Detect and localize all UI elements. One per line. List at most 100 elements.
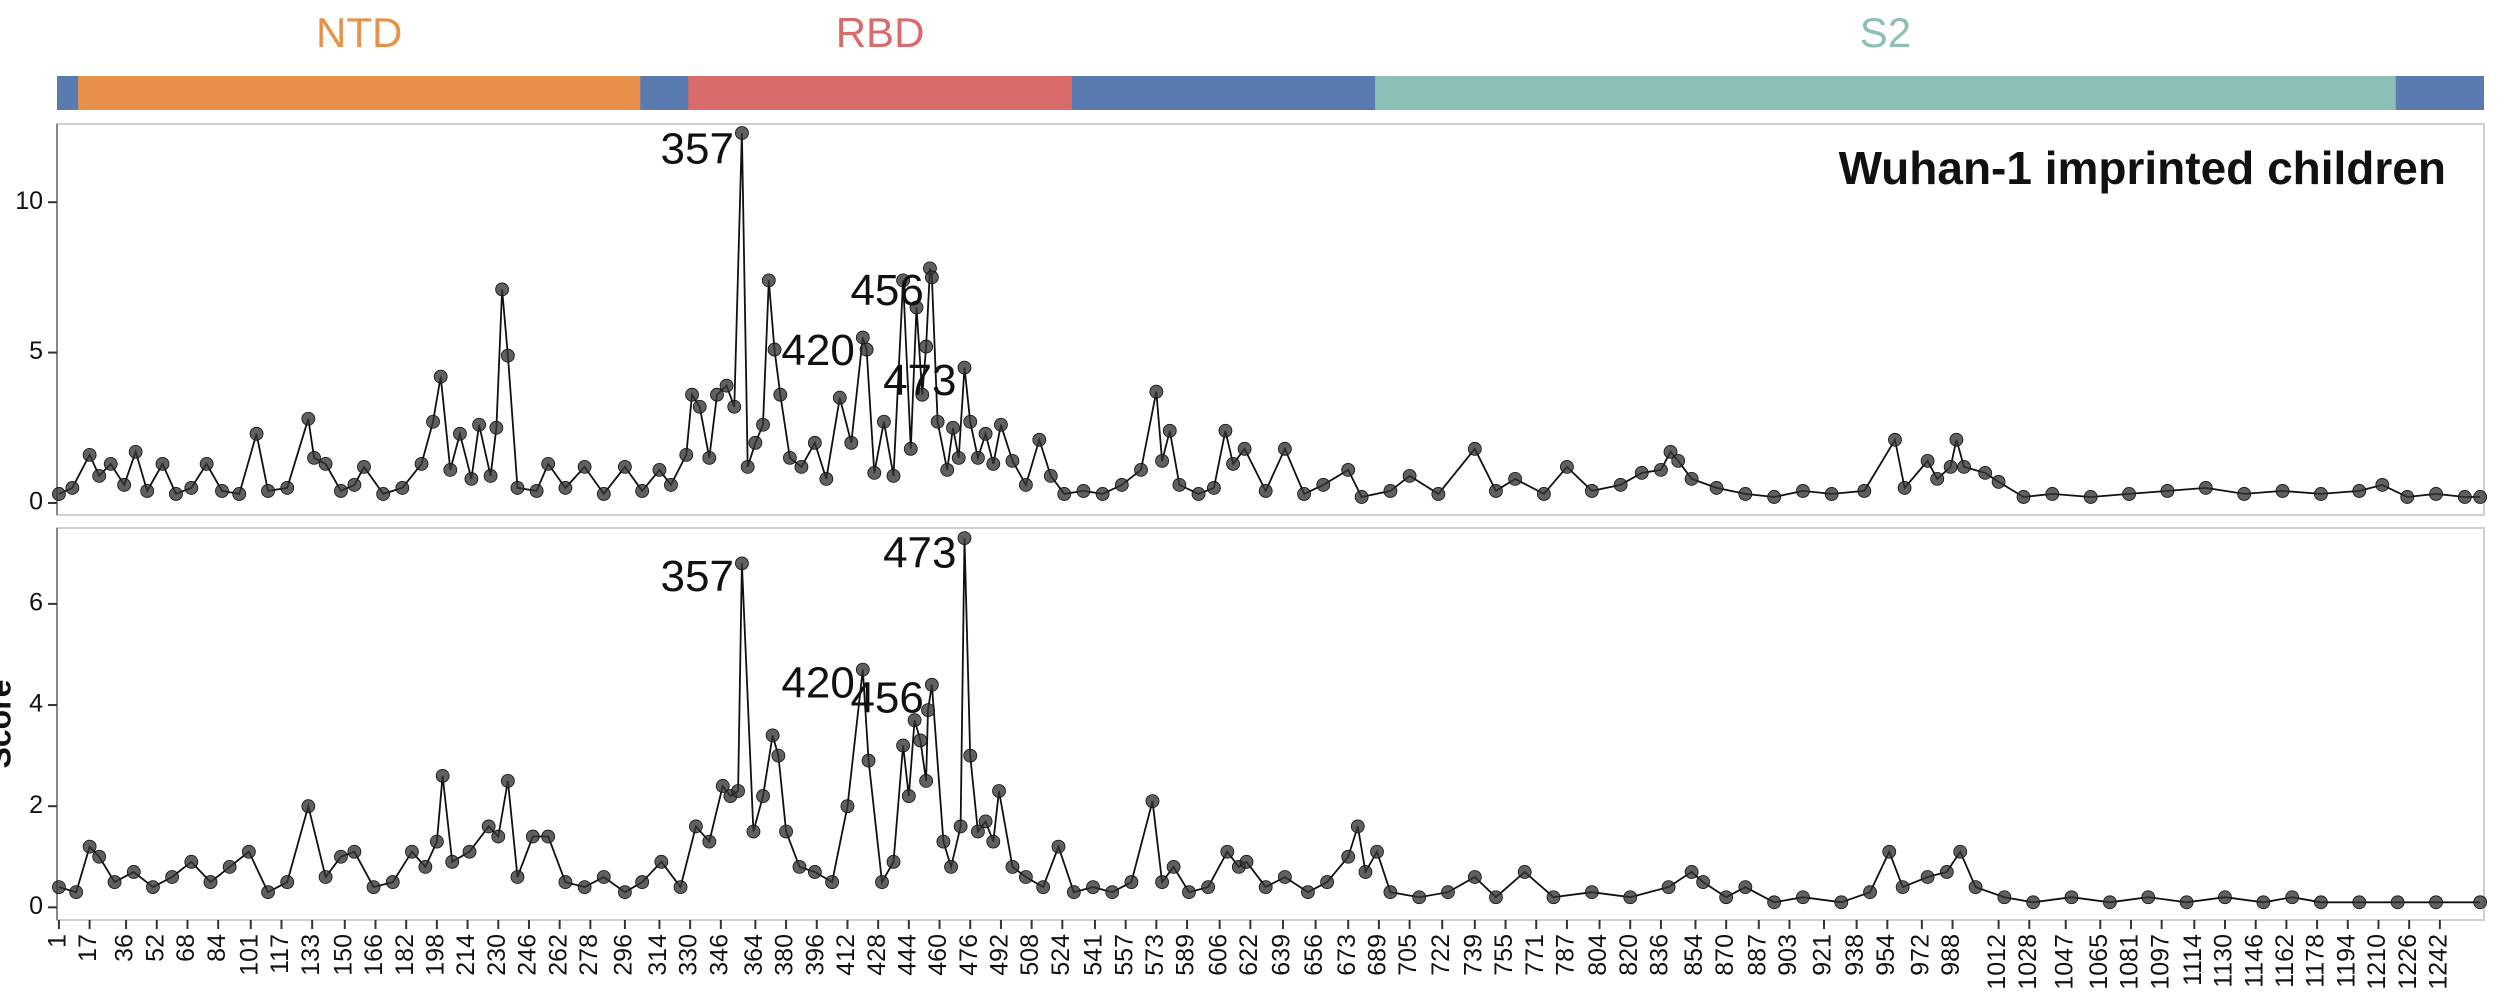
- score-point: [1341, 462, 1356, 477]
- score-point: [1441, 885, 1455, 900]
- score-point: [426, 414, 440, 429]
- score-point: [727, 399, 742, 414]
- score-point: [673, 880, 688, 895]
- x-tick-label: 230: [483, 934, 511, 976]
- peak-annotation: 456: [850, 266, 923, 315]
- x-tick-label: 68: [172, 934, 200, 962]
- score-point: [1350, 819, 1365, 834]
- score-point: [1134, 462, 1148, 477]
- domain-label: NTD: [316, 9, 402, 56]
- score-point: [2064, 890, 2079, 905]
- score-point: [155, 456, 170, 471]
- score-point: [1301, 885, 1315, 900]
- score-point: [1032, 432, 1047, 447]
- score-point: [832, 390, 847, 405]
- score-point: [1320, 875, 1334, 889]
- x-tick-label: 557: [1110, 934, 1138, 976]
- score-point: [445, 854, 460, 869]
- score-point: [1043, 468, 1058, 483]
- score-point: [940, 462, 955, 477]
- score-point: [953, 819, 968, 834]
- score-point: [357, 459, 371, 474]
- score-point: [1634, 465, 1649, 480]
- score-point: [617, 459, 632, 474]
- score-point: [1882, 844, 1897, 859]
- score-point: [126, 865, 141, 879]
- score-point: [1218, 423, 1233, 438]
- score-point: [418, 859, 433, 874]
- score-point: [2352, 895, 2367, 910]
- score-point: [577, 459, 592, 474]
- score-point: [1978, 465, 1993, 480]
- score-point: [679, 447, 694, 462]
- score-point: [1277, 870, 1292, 884]
- score-point: [2026, 895, 2041, 910]
- score-point: [500, 348, 515, 363]
- score-point: [936, 834, 951, 849]
- score-point: [107, 875, 122, 889]
- score-point: [756, 417, 770, 432]
- peak-annotation: 420: [781, 658, 854, 707]
- score-point: [1036, 880, 1051, 895]
- x-tick-label: 1047: [2050, 934, 2078, 990]
- x-tick-label: 380: [771, 934, 799, 976]
- score-point: [735, 556, 749, 571]
- x-tick-label: 573: [1141, 934, 1169, 976]
- x-tick-label: 1114: [2179, 934, 2207, 986]
- score-point: [596, 487, 611, 501]
- x-tick-label: 1012: [1983, 934, 2011, 990]
- score-point: [1018, 478, 1033, 492]
- domain-label: S2: [1860, 9, 1911, 56]
- score-point: [1863, 885, 1877, 900]
- panel-title: Wuhan-1 imprinted children: [1839, 142, 2446, 194]
- score-point: [688, 819, 703, 834]
- x-tick-label: 198: [421, 934, 449, 976]
- score-point: [2179, 895, 2194, 910]
- score-point: [652, 462, 667, 477]
- x-tick-label: 36: [111, 934, 139, 962]
- x-tick-label: 476: [955, 934, 983, 976]
- x-tick-label: 117: [266, 934, 294, 974]
- score-point: [2275, 484, 2290, 498]
- score-point: [464, 472, 479, 486]
- score-point: [896, 738, 910, 753]
- score-point: [859, 342, 874, 357]
- score-point: [495, 282, 510, 297]
- score-point: [1172, 478, 1187, 492]
- score-point: [2285, 890, 2300, 905]
- score-point: [654, 854, 669, 869]
- score-point: [877, 414, 891, 429]
- score-point: [2375, 478, 2390, 492]
- x-tick-label: 1242: [2424, 934, 2452, 990]
- x-tick-label: 166: [360, 934, 388, 976]
- y-tick-label: 0: [29, 892, 43, 920]
- domain-segment: [78, 76, 641, 110]
- score-point: [2083, 490, 2098, 504]
- peak-annotation: 357: [661, 552, 734, 601]
- score-point: [249, 426, 264, 441]
- score-point: [92, 849, 107, 864]
- score-point: [128, 444, 143, 459]
- score-point: [140, 484, 155, 498]
- score-point: [2457, 490, 2472, 504]
- score-point: [82, 839, 97, 854]
- y-tick-label: 2: [29, 791, 43, 819]
- score-point: [366, 880, 381, 895]
- score-point: [261, 885, 275, 900]
- score-point: [1953, 844, 1968, 859]
- score-point: [840, 799, 855, 814]
- score-point: [2473, 895, 2488, 910]
- score-point: [2141, 890, 2156, 905]
- x-tick-label: 870: [1711, 934, 1739, 976]
- score-point: [82, 447, 97, 462]
- score-point: [1467, 441, 1482, 456]
- x-tick-label: 854: [1680, 934, 1708, 976]
- score-point: [692, 399, 707, 414]
- score-point: [1383, 484, 1398, 498]
- score-point: [861, 753, 876, 768]
- x-tick-label: 988: [1937, 934, 1965, 976]
- x-tick-label: 589: [1172, 934, 1200, 976]
- score-point: [1584, 885, 1599, 900]
- score-point: [1796, 890, 1810, 905]
- score-point: [1207, 481, 1221, 495]
